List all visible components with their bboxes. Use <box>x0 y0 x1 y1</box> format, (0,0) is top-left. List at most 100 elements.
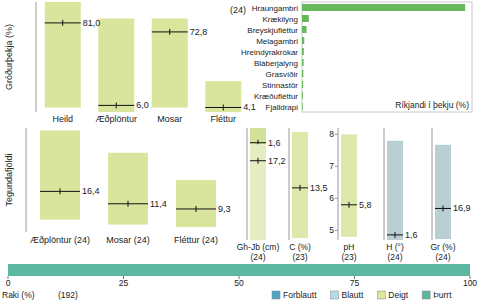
bar <box>302 70 303 77</box>
legend-label: Blautt <box>342 290 364 300</box>
axis-title: H (°) <box>386 242 404 252</box>
legend-label: Þurrt <box>433 290 452 300</box>
axis-title: Raki (%) <box>2 290 35 300</box>
legend-item: Þurrt <box>422 290 452 300</box>
plot-area <box>435 145 451 239</box>
bar <box>302 81 303 88</box>
category-label: Heild <box>52 114 73 124</box>
legend-swatch <box>377 291 385 299</box>
category-label: Kræðufléttur <box>254 92 298 101</box>
bar <box>302 48 304 55</box>
axis-line <box>26 128 27 232</box>
median-tick <box>258 158 259 164</box>
median-tick <box>62 20 63 26</box>
value-label: 81,0 <box>83 18 101 28</box>
tick-label: 6 <box>329 193 334 203</box>
legend-swatch <box>331 291 339 299</box>
tick <box>335 198 338 199</box>
bar <box>302 59 304 66</box>
range-bar <box>387 141 403 240</box>
value-label: 1,6 <box>405 230 418 240</box>
stack-segment <box>8 264 470 276</box>
category-label: Fléttur <box>210 114 236 124</box>
category-label: Fjalldrapi <box>266 103 299 112</box>
value-label: 16,9 <box>453 203 471 213</box>
category-label: Hraungambri <box>252 4 298 13</box>
median-tick <box>128 201 129 207</box>
plot-area <box>40 130 216 227</box>
range-bar <box>45 2 81 108</box>
axis-line <box>247 128 248 240</box>
range-bar <box>98 19 134 113</box>
median-tick <box>223 104 224 110</box>
annotation: (24) <box>230 5 246 15</box>
legend-swatch <box>272 291 280 299</box>
tick-label: 50 <box>234 278 244 288</box>
axis-title: Gr (%) <box>430 242 455 252</box>
axis-title: Gh-Jb (cm) <box>237 242 280 252</box>
annotation: (23) <box>292 252 307 262</box>
category-label: Æðplöntur <box>95 114 137 124</box>
range-bar <box>176 180 216 227</box>
axis-line <box>384 128 385 240</box>
tick-label: 25 <box>119 278 129 288</box>
tick-label: 0 <box>6 278 11 288</box>
value-label: 4,1 <box>243 102 256 112</box>
range-bar <box>40 130 80 219</box>
tick <box>335 230 338 231</box>
annotation: (23) <box>341 252 356 262</box>
bar <box>302 92 303 99</box>
annotation: (192) <box>58 290 78 300</box>
axis-line <box>338 128 339 240</box>
plot-area <box>387 141 403 240</box>
category-label: Stinnastör <box>262 81 298 90</box>
range-bar <box>435 145 451 239</box>
category-label: Bláberjalyng <box>254 59 298 68</box>
axis-title: Gróðurþekja (%) <box>4 24 14 90</box>
tick-label: 8 <box>329 129 334 139</box>
range-bar <box>292 132 308 238</box>
annotation: (24) <box>387 252 402 262</box>
value-label: 17,2 <box>268 156 286 166</box>
median-tick <box>169 29 170 35</box>
plot-area <box>292 132 308 238</box>
tick-label: 100 <box>463 278 477 288</box>
legend-swatch <box>422 291 430 299</box>
axis-title: C (%) <box>289 242 311 252</box>
value-label: 13,5 <box>310 183 328 193</box>
plot-area <box>302 4 465 110</box>
tick-label: 75 <box>350 278 360 288</box>
bar <box>302 15 309 22</box>
category-label: Mosar (24) <box>106 235 150 245</box>
median-tick <box>395 232 396 238</box>
range-bar <box>152 19 188 108</box>
tick-label: 7 <box>329 161 334 171</box>
tick-label: 5 <box>329 225 334 235</box>
plot-area <box>341 134 357 236</box>
tick <box>335 166 338 167</box>
annotation: (24) <box>250 252 265 262</box>
bar <box>302 37 304 44</box>
plot-frame <box>302 2 472 112</box>
range-bar <box>250 144 266 240</box>
category-label: Grasvíðir <box>266 70 299 79</box>
value-label: 72,8 <box>190 27 208 37</box>
legend-label: Deigt <box>388 290 408 300</box>
median-tick <box>116 102 117 108</box>
range-bar <box>205 81 241 112</box>
tick <box>335 134 338 135</box>
category-label: Melagambri <box>256 37 298 46</box>
chart-root: 81,0Heild6,0Æðplöntur72,8Mosar4,1Fléttur… <box>0 0 480 303</box>
plot-area <box>8 264 470 276</box>
range-bar <box>108 153 148 225</box>
legend-item: Deigt <box>377 290 408 300</box>
axis-title: Tegundafjöldi <box>4 153 14 206</box>
range-bar <box>341 134 357 236</box>
category-label: Breyskjufléttur <box>247 26 298 35</box>
legend-label: Forblautt <box>283 290 317 300</box>
value-label: 11,4 <box>150 199 167 209</box>
median-tick <box>196 206 197 212</box>
bar <box>302 26 307 33</box>
bar <box>302 4 465 11</box>
value-label: 5,8 <box>359 200 372 210</box>
